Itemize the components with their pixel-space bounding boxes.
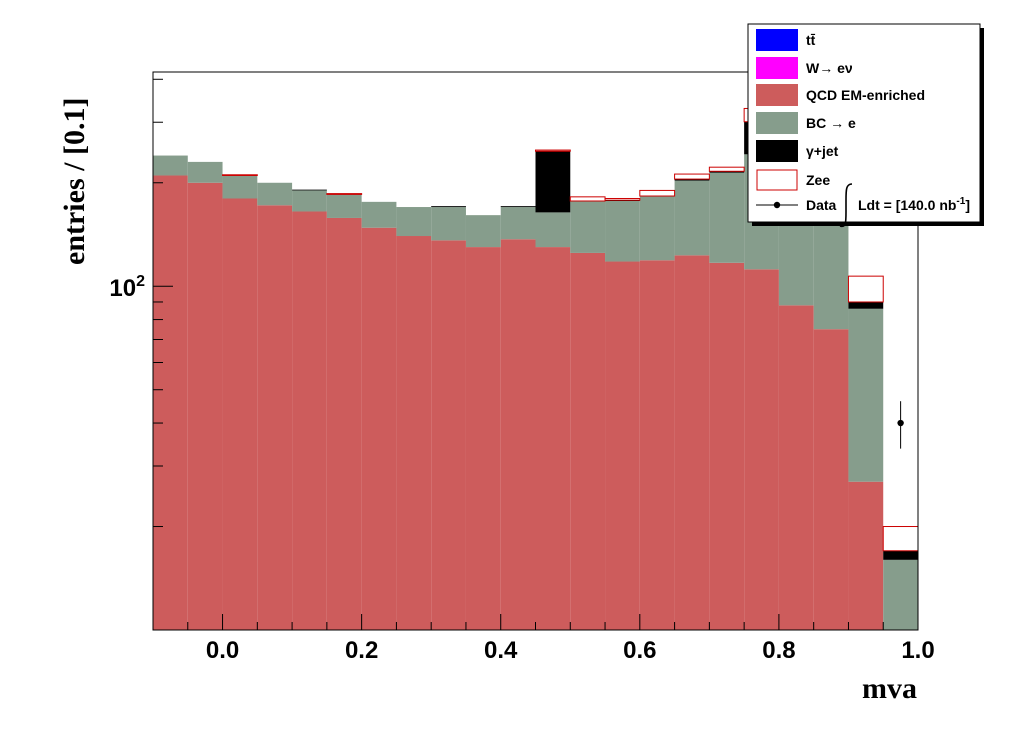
legend-swatch — [756, 57, 798, 79]
bar-qcd-em-enriched-19 — [813, 329, 849, 630]
bar-qcd-em-enriched-10 — [500, 239, 536, 631]
bar-qcd-em-enriched-20 — [848, 481, 884, 630]
legend-marker — [773, 201, 781, 209]
outline-zee-13 — [604, 197, 641, 201]
bar-qcd-em-enriched-8 — [431, 240, 466, 630]
x-axis-title: mva — [862, 672, 917, 705]
bar-qcd-em-enriched-17 — [744, 269, 779, 630]
bar-bc-e-4 — [292, 190, 327, 212]
bar-bc-e-10 — [500, 207, 536, 240]
bar-qcd-em-enriched-11 — [535, 247, 571, 630]
bar-qcd-em-enriched-18 — [778, 305, 814, 630]
outline-zee-5 — [326, 193, 363, 195]
bar-bc-e-6 — [361, 201, 397, 228]
bar-qcd-em-enriched-4 — [292, 211, 327, 630]
outline-zee-16 — [708, 166, 745, 172]
bar-bc-e-2 — [222, 175, 258, 199]
bar-qcd-em-enriched-13 — [605, 261, 640, 630]
legend-lumi: Ldt = [140.0 nb-1] — [858, 196, 970, 213]
outline-zee-12 — [569, 196, 606, 202]
bar--jet-21 — [883, 550, 918, 560]
data-point-0 — [897, 419, 904, 427]
bar-qcd-em-enriched-2 — [222, 198, 258, 631]
bar-bc-e-5 — [326, 194, 362, 218]
bar-bc-e-13 — [605, 201, 640, 262]
legend-swatch — [756, 140, 798, 162]
bar-bc-e-0 — [153, 155, 188, 176]
bar-bc-e-7 — [396, 207, 432, 237]
bar-bc-e-12 — [570, 201, 606, 253]
bar-bc-e-14 — [639, 196, 675, 261]
bar-bc-e-15 — [674, 180, 710, 256]
bar-qcd-em-enriched-15 — [674, 255, 710, 630]
bar-qcd-em-enriched-12 — [570, 252, 606, 630]
legend-label: Zee — [806, 172, 830, 188]
bar-qcd-em-enriched-0 — [153, 175, 188, 630]
x-tick-label: 0.0 — [206, 637, 239, 664]
bar-qcd-em-enriched-5 — [326, 217, 362, 630]
bar-bc-e-9 — [465, 215, 501, 248]
bar-qcd-em-enriched-7 — [396, 236, 432, 630]
outline-zee-11 — [535, 149, 571, 152]
bar--jet-11 — [535, 151, 571, 213]
legend-swatch — [756, 112, 798, 134]
outline-zee-15 — [674, 173, 710, 180]
bar--jet-10 — [500, 206, 536, 208]
bar-qcd-em-enriched-16 — [709, 262, 745, 630]
bar-qcd-em-enriched-1 — [187, 182, 223, 631]
outline-zee-20 — [847, 275, 884, 303]
bar--jet-20 — [848, 301, 884, 309]
x-tick-label: 0.2 — [345, 637, 378, 664]
bar-bc-e-20 — [848, 308, 884, 482]
bar--jet-15 — [674, 179, 710, 181]
bar-qcd-em-enriched-3 — [257, 205, 293, 631]
legend-swatch — [756, 169, 798, 191]
legend: tt̄ W→ eν QCD EM-enriched BC → e γ+jet Zee Dat… — [747, 23, 984, 228]
y-axis-ticks: 102 — [109, 78, 173, 528]
bar--jet-8 — [431, 206, 466, 208]
x-axis-ticks: 0.0 0.2 0.4 0.6 0.8 1.0 — [152, 614, 935, 664]
histogram-bars — [153, 121, 918, 631]
bar--jet-4 — [292, 189, 327, 191]
x-tick-label: 1.0 — [901, 637, 934, 664]
y-tick-label: 102 — [109, 273, 145, 302]
bar-bc-e-21 — [883, 559, 918, 630]
x-tick-label: 0.6 — [623, 637, 656, 664]
bar-qcd-em-enriched-9 — [465, 247, 501, 630]
y-axis-title: entries / [0.1] — [58, 98, 91, 265]
bar-qcd-em-enriched-14 — [639, 260, 675, 630]
outline-zee-14 — [639, 189, 676, 197]
bar-bc-e-8 — [431, 207, 466, 241]
data-points — [897, 401, 904, 449]
bar-bc-e-16 — [709, 172, 745, 263]
legend-label: γ+jet — [806, 143, 839, 159]
legend-swatch — [756, 84, 798, 106]
legend-label: W→ eν — [806, 60, 853, 76]
bar-bc-e-11 — [535, 212, 571, 248]
legend-label: Data — [806, 197, 837, 213]
outline-zee-2 — [222, 174, 258, 176]
x-tick-label: 0.4 — [484, 637, 518, 664]
outline-zee-21 — [882, 526, 919, 552]
bar-bc-e-1 — [187, 161, 223, 183]
legend-label: BC → e — [806, 115, 856, 131]
bar-qcd-em-enriched-6 — [361, 227, 397, 630]
legend-swatch — [756, 29, 798, 51]
bar--jet-16 — [709, 171, 745, 173]
bar-bc-e-3 — [257, 182, 293, 206]
integral-symbol — [839, 183, 853, 228]
legend-label: QCD EM-enriched — [806, 87, 925, 103]
x-tick-label: 0.8 — [762, 637, 795, 664]
legend-label: tt̄ — [806, 32, 816, 48]
